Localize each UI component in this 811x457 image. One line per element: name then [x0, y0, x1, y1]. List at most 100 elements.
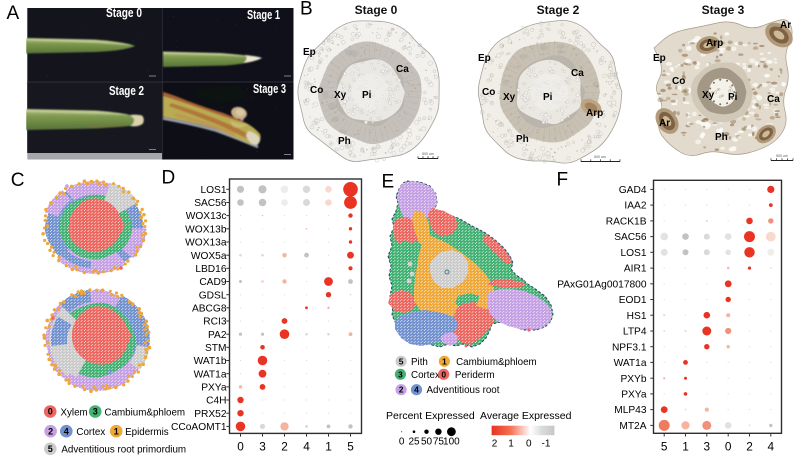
svg-text:Ca: Ca: [571, 68, 584, 79]
svg-text:0: 0: [725, 439, 732, 453]
svg-text:Xy: Xy: [503, 92, 516, 103]
svg-text:3: 3: [259, 439, 266, 453]
svg-text:Ph: Ph: [338, 136, 351, 147]
svg-text:0: 0: [526, 439, 532, 450]
svg-text:Epidermis: Epidermis: [125, 427, 169, 438]
svg-text:Stage 0: Stage 0: [106, 6, 142, 20]
svg-text:0: 0: [441, 369, 446, 379]
svg-text:Cortex: Cortex: [411, 370, 440, 381]
svg-text:500 um: 500 um: [422, 152, 434, 156]
svg-text:Pith: Pith: [411, 357, 428, 368]
svg-text:1: 1: [682, 439, 689, 453]
svg-text:Adventitious root: Adventitious root: [427, 385, 500, 396]
svg-text:Pi: Pi: [362, 90, 372, 101]
svg-text:LTP4: LTP4: [623, 327, 647, 338]
svg-text:Pi: Pi: [543, 92, 553, 103]
svg-text:CCoAOMT1: CCoAOMT1: [171, 422, 227, 433]
svg-text:5: 5: [347, 439, 354, 453]
svg-text:C4H: C4H: [206, 396, 226, 407]
svg-text:PXYa: PXYa: [621, 390, 647, 401]
svg-text:STM: STM: [205, 343, 227, 354]
svg-text:Co: Co: [672, 76, 685, 87]
svg-text:Percent Expressed: Percent Expressed: [386, 410, 475, 422]
svg-text:HS1: HS1: [627, 311, 647, 322]
svg-text:E: E: [382, 172, 395, 193]
svg-text:RCI3: RCI3: [203, 317, 227, 328]
svg-text:3: 3: [93, 407, 98, 417]
svg-text:WOX13b: WOX13b: [185, 224, 227, 235]
svg-text:CAD9: CAD9: [199, 277, 227, 288]
svg-text:Ar: Ar: [659, 118, 670, 129]
svg-text:LOS1: LOS1: [200, 185, 226, 196]
svg-text:Pi: Pi: [728, 92, 738, 103]
svg-text:3: 3: [704, 439, 711, 453]
svg-text:B: B: [300, 0, 313, 20]
svg-text:MT2A: MT2A: [619, 421, 646, 432]
svg-text:Stage 3: Stage 3: [253, 82, 286, 96]
svg-text:2: 2: [48, 426, 53, 436]
svg-text:F: F: [557, 170, 569, 191]
svg-text:Co: Co: [310, 85, 323, 96]
svg-text:4: 4: [303, 439, 310, 453]
svg-text:WAT1a: WAT1a: [614, 358, 647, 369]
svg-text:Stage 2: Stage 2: [109, 84, 144, 98]
svg-text:500 um: 500 um: [594, 155, 606, 159]
svg-text:IAA2: IAA2: [624, 201, 646, 212]
svg-text:GAD4: GAD4: [619, 185, 647, 196]
svg-text:EOD1: EOD1: [619, 295, 647, 306]
svg-text:Cortex: Cortex: [76, 427, 105, 438]
svg-text:ABCG8: ABCG8: [192, 303, 227, 314]
svg-text:Arp: Arp: [586, 108, 603, 119]
svg-text:Ar: Ar: [780, 20, 791, 31]
svg-text:5: 5: [48, 444, 53, 454]
svg-text:1: 1: [442, 356, 447, 366]
svg-text:1: 1: [325, 439, 332, 453]
svg-text:Ep: Ep: [303, 47, 316, 58]
svg-text:4: 4: [414, 385, 419, 395]
svg-text:Ep: Ep: [478, 53, 491, 64]
svg-text:500 um: 500 um: [776, 154, 788, 158]
svg-text:WOX5a: WOX5a: [191, 251, 227, 262]
svg-text:Ca: Ca: [396, 64, 409, 75]
svg-text:Periderm: Periderm: [455, 370, 495, 381]
svg-text:D: D: [162, 168, 176, 189]
svg-text:5: 5: [661, 439, 668, 453]
svg-text:Xy: Xy: [702, 90, 715, 101]
svg-text:5: 5: [399, 356, 404, 366]
svg-text:PAxG01Ag0017800: PAxG01Ag0017800: [557, 279, 647, 290]
svg-text:1: 1: [114, 426, 119, 436]
svg-text:WOX13a: WOX13a: [185, 238, 227, 249]
svg-text:25: 25: [408, 437, 420, 448]
svg-text:Xylem: Xylem: [61, 407, 88, 418]
svg-text:Adventitious root primordium: Adventitious root primordium: [61, 445, 186, 456]
svg-text:SAC56: SAC56: [614, 232, 647, 243]
svg-text:GDSL: GDSL: [199, 290, 227, 301]
svg-text:4: 4: [64, 426, 69, 436]
svg-text:PXYa: PXYa: [201, 383, 227, 394]
svg-text:Ep: Ep: [653, 53, 666, 64]
svg-text:50: 50: [421, 437, 433, 448]
svg-text:Ca: Ca: [767, 94, 780, 105]
svg-text:Stage 2: Stage 2: [537, 3, 580, 17]
svg-text:Ph: Ph: [715, 132, 728, 143]
svg-text:PXYb: PXYb: [620, 374, 646, 385]
svg-text:3: 3: [398, 369, 403, 379]
svg-text:SAC56: SAC56: [194, 198, 227, 209]
svg-text:Average Expressed: Average Expressed: [480, 410, 572, 422]
svg-text:Stage 0: Stage 0: [355, 3, 398, 17]
svg-text:WAT1a: WAT1a: [194, 369, 227, 380]
svg-text:AIR1: AIR1: [624, 264, 647, 275]
svg-text:Stage 3: Stage 3: [702, 3, 745, 17]
svg-text:Ph: Ph: [516, 134, 529, 145]
svg-text:PRX52: PRX52: [194, 409, 227, 420]
svg-text:100: 100: [443, 437, 460, 448]
svg-text:Co: Co: [482, 87, 495, 98]
svg-text:Stage 1: Stage 1: [247, 8, 280, 22]
svg-text:C: C: [11, 170, 25, 191]
svg-text:PA2: PA2: [208, 330, 227, 341]
svg-text:-1: -1: [542, 439, 551, 450]
svg-text:Xy: Xy: [334, 90, 347, 101]
svg-text:Cambium&phloem: Cambium&phloem: [456, 357, 537, 368]
svg-text:2: 2: [281, 439, 288, 453]
svg-text:WOX13c: WOX13c: [186, 211, 227, 222]
